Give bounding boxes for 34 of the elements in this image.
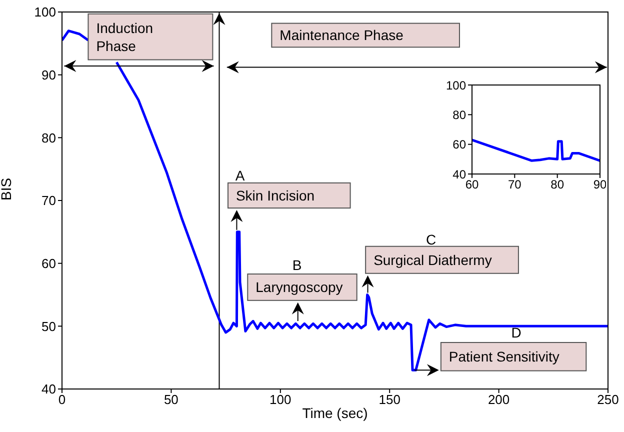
x-tick-label: 60	[465, 178, 479, 192]
y-tick-label: 40	[452, 167, 466, 182]
y-tick-label: 80	[452, 108, 466, 122]
y-tick-label: 60	[452, 138, 466, 152]
y-tick-label: 100	[34, 4, 56, 20]
y-tick-label: 90	[42, 67, 56, 82]
annotation: Induction Phase	[96, 20, 154, 54]
annotation: Patient Sensitivity	[448, 348, 560, 365]
y-axis-title: BIS	[0, 178, 14, 200]
x-tick-label: 80	[550, 178, 564, 192]
y-tick-label: 70	[42, 193, 56, 208]
line-series	[472, 138, 600, 162]
x-tick-label: 70	[508, 178, 522, 192]
x-tick-label: 100	[270, 392, 292, 408]
x-tick-label: 200	[488, 392, 510, 408]
annotation: D	[511, 324, 522, 340]
annotation: Laryngoscopy	[256, 279, 343, 296]
x-axis-title: Time (sec)	[302, 405, 368, 421]
annotation: Skin Incision	[236, 187, 315, 204]
y-tick-label: 50	[42, 318, 56, 334]
annotation: Surgical Diathermy	[374, 252, 492, 268]
y-tick-label: 60	[42, 256, 56, 271]
annotation: A	[235, 167, 246, 184]
annotation: B	[292, 257, 302, 274]
annotation: Maintenance Phase	[280, 27, 404, 44]
x-tick-label: 0	[58, 392, 66, 408]
x-tick-label: 50	[164, 392, 178, 408]
x-tick-label: 150	[378, 392, 400, 408]
y-tick-label: 40	[42, 382, 56, 397]
x-tick-label: 90	[593, 178, 607, 192]
y-tick-label: 80	[42, 130, 56, 146]
annotation: C	[426, 231, 436, 248]
x-tick-label: 250	[597, 392, 619, 408]
y-tick-label: 100	[446, 78, 466, 92]
